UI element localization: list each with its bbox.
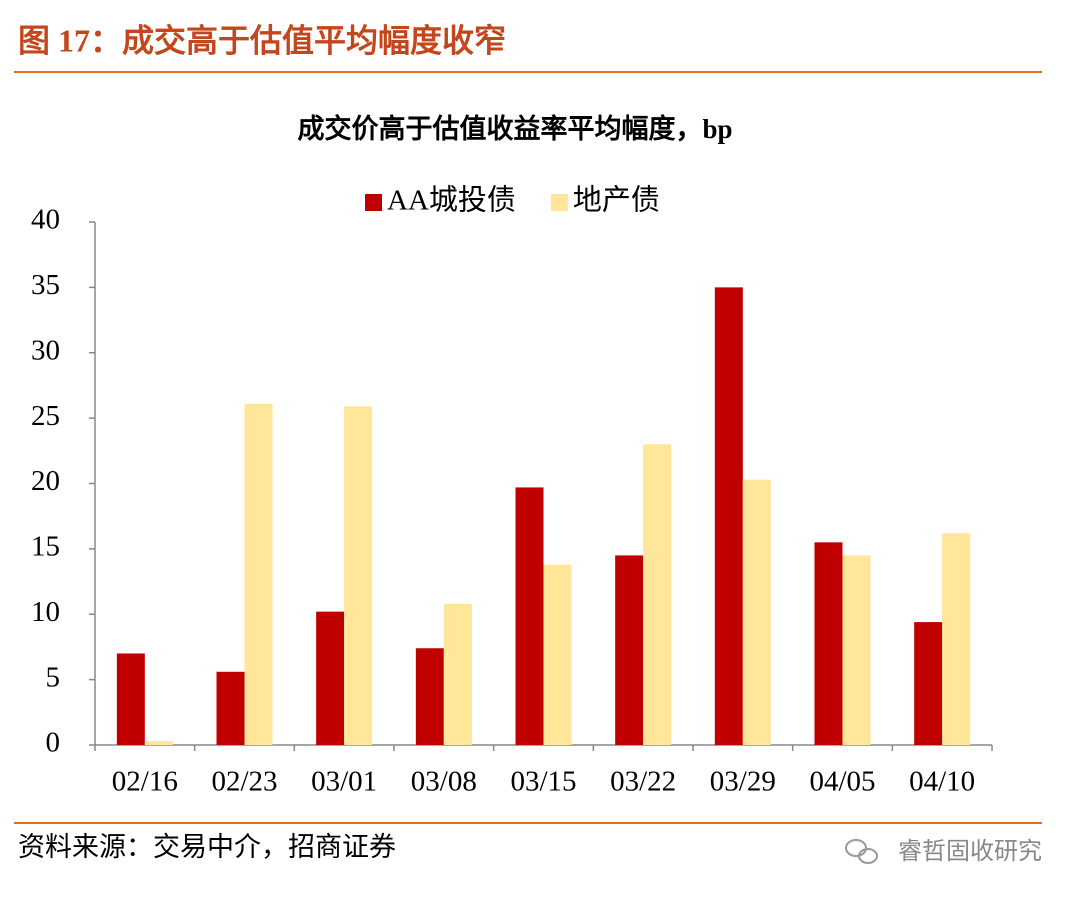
x-tick-label: 03/22 — [610, 766, 676, 798]
x-tick-label: 02/16 — [112, 766, 178, 798]
y-tick-label: 10 — [31, 596, 60, 628]
bar — [643, 444, 672, 745]
bar — [714, 287, 743, 745]
y-tick-label: 15 — [31, 531, 60, 563]
x-tick-label: 03/15 — [510, 766, 576, 798]
bar — [144, 741, 173, 745]
legend-swatch — [365, 194, 382, 211]
figure-title: 图 17：成交高于估值平均幅度收窄 — [18, 22, 506, 58]
bar — [942, 533, 971, 745]
bar — [842, 555, 871, 745]
legend-label: AA城投债 — [387, 184, 516, 217]
chart-title: 成交价高于估值收益率平均幅度，bp — [297, 113, 732, 144]
y-tick-label: 30 — [31, 334, 60, 366]
bar — [515, 487, 544, 745]
watermark: 睿哲固收研究 — [898, 837, 1042, 865]
y-tick-label: 40 — [31, 204, 60, 236]
bar — [244, 403, 273, 745]
y-tick-label: 5 — [46, 661, 61, 693]
source-note: 资料来源：交易中介，招商证券 — [18, 832, 396, 862]
bar — [216, 671, 245, 745]
bar — [344, 406, 373, 745]
bar — [615, 555, 644, 745]
bar — [116, 653, 145, 745]
bar — [543, 564, 572, 745]
x-tick-label: 04/05 — [809, 766, 875, 798]
bar — [316, 611, 345, 745]
x-tick-label: 03/01 — [311, 766, 377, 798]
bar — [742, 479, 771, 745]
bar — [443, 603, 472, 745]
legend-label: 地产债 — [573, 184, 660, 217]
y-tick-label: 25 — [31, 400, 60, 432]
x-tick-label: 03/08 — [411, 766, 477, 798]
legend-swatch — [550, 194, 568, 211]
y-tick-label: 35 — [31, 269, 60, 301]
y-tick-label: 20 — [31, 465, 60, 497]
wechat-icon — [845, 839, 878, 864]
x-tick-label: 02/23 — [211, 766, 277, 798]
x-tick-label: 04/10 — [909, 766, 975, 798]
y-tick-label: 0 — [46, 727, 61, 759]
x-tick-label: 03/29 — [710, 766, 776, 798]
bar — [814, 542, 843, 745]
bar — [914, 622, 943, 745]
bar — [415, 648, 444, 745]
